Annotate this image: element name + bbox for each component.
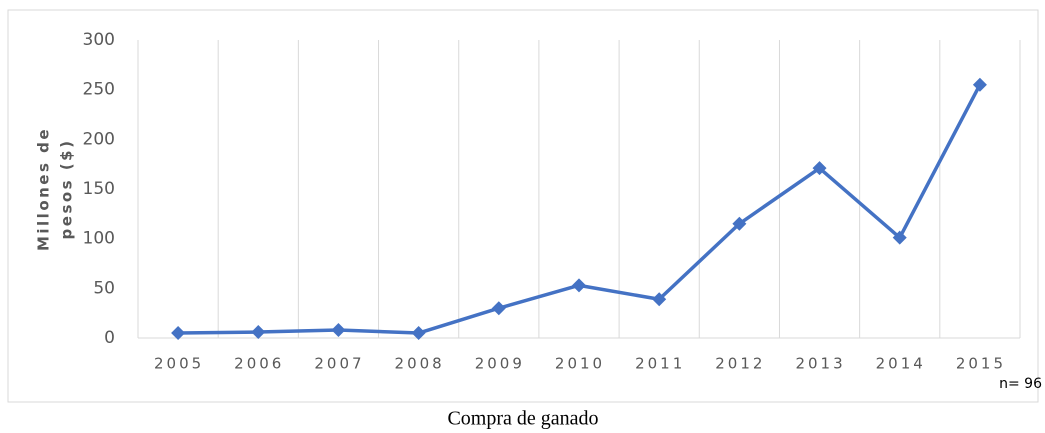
y-tick-label: 200: [83, 129, 115, 149]
marker: [892, 230, 907, 245]
marker: [812, 161, 827, 176]
x-tick-label: 2011: [635, 355, 685, 373]
x-tick-label: 2008: [395, 355, 445, 373]
marker: [732, 216, 747, 231]
x-tick-label: 2010: [555, 355, 605, 373]
y-tick-label: 300: [83, 30, 115, 50]
x-tick-label: 2014: [876, 355, 926, 373]
x-tick-label: 2013: [795, 355, 845, 373]
y-tick-label: 50: [93, 278, 115, 298]
marker: [411, 326, 426, 341]
y-tick-label: 150: [83, 179, 115, 199]
x-tick-label: 2015: [956, 355, 1006, 373]
marker: [171, 326, 186, 341]
y-tick-label: 0: [104, 328, 115, 348]
x-tick-label: 2007: [314, 355, 364, 373]
caption: Compra de ganado: [447, 408, 598, 430]
marker: [331, 323, 346, 338]
marker: [491, 301, 506, 316]
marker: [251, 325, 266, 340]
y-tick-label: 250: [83, 80, 115, 100]
y-axis-label: pesos ($): [58, 139, 76, 240]
x-tick-label: 2005: [154, 355, 204, 373]
annotation: n= 96: [999, 376, 1042, 392]
chart-border: [7, 9, 1039, 403]
y-tick-label: 100: [83, 229, 115, 249]
x-tick-label: 2006: [234, 355, 284, 373]
y-axis-label: Millones de: [35, 127, 53, 251]
x-tick-label: 2012: [715, 355, 765, 373]
marker: [652, 292, 667, 307]
x-tick-label: 2009: [475, 355, 525, 373]
marker: [972, 77, 987, 92]
marker: [572, 278, 586, 293]
